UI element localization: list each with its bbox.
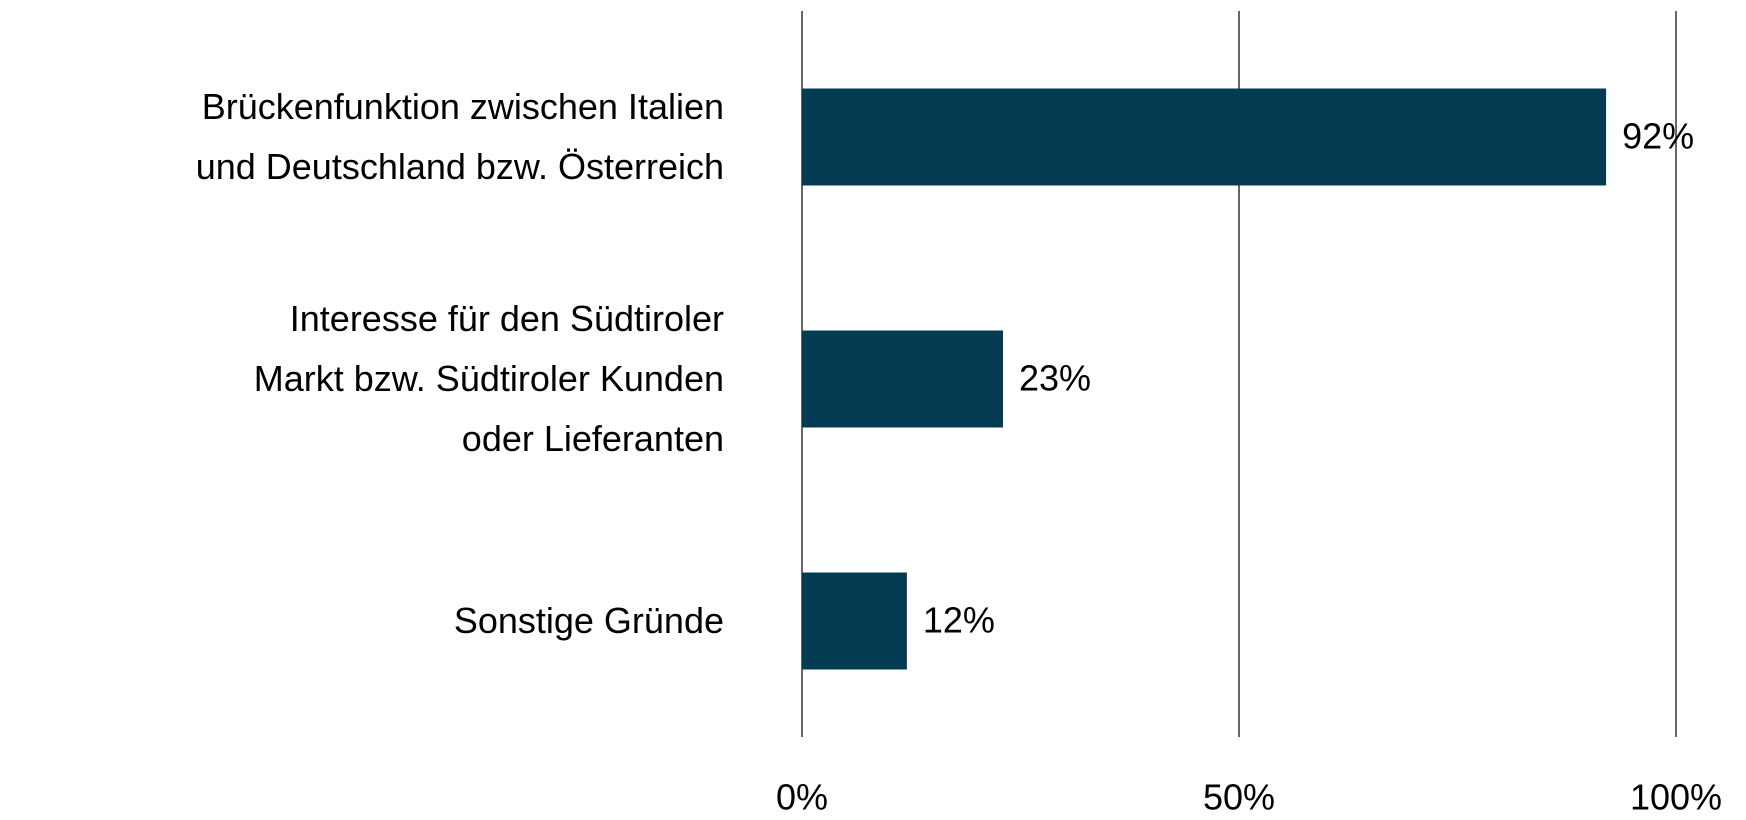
- x-tick-label: 0%: [776, 777, 828, 818]
- value-label: 92%: [1622, 116, 1694, 157]
- value-label: 12%: [923, 600, 995, 641]
- bar: [802, 88, 1607, 186]
- bar: [802, 330, 1004, 428]
- category-label: Sonstige Gründe: [453, 600, 724, 641]
- x-tick-label: 100%: [1630, 777, 1722, 818]
- bar: [802, 572, 907, 670]
- x-tick-label: 50%: [1203, 777, 1275, 818]
- value-label: 23%: [1019, 358, 1091, 399]
- category-label: Brückenfunktion zwischen Italien und Deu…: [195, 86, 724, 187]
- category-label: Interesse für den Südtiroler Markt bzw. …: [253, 298, 724, 459]
